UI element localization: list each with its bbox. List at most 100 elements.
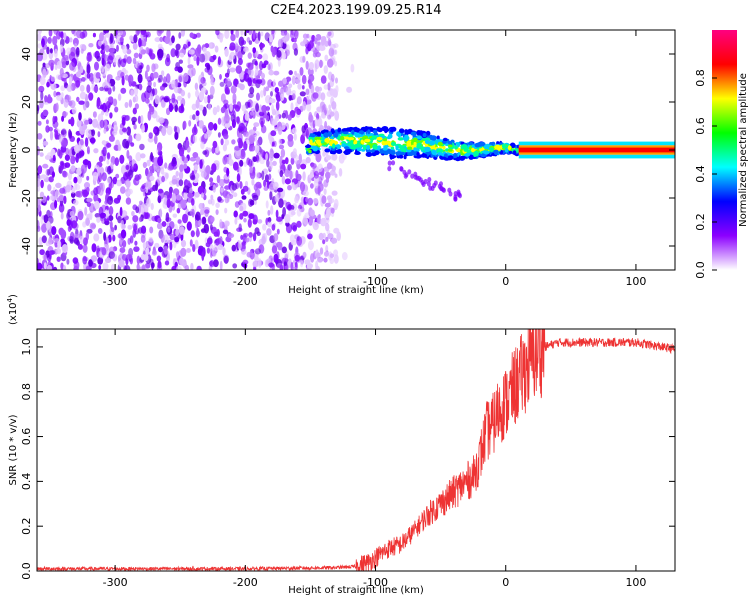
noise-speckle <box>252 232 257 242</box>
noise-speckle <box>265 200 269 209</box>
noise-speckle <box>201 87 207 94</box>
noise-speckle <box>307 197 314 206</box>
noise-speckle <box>159 36 164 43</box>
signal-blob <box>406 142 412 148</box>
noise-speckle <box>211 198 215 206</box>
noise-speckle <box>53 90 57 98</box>
noise-speckle <box>199 159 203 170</box>
noise-speckle <box>331 237 338 244</box>
noise-speckle <box>242 126 248 133</box>
signal-blob <box>456 142 461 148</box>
noise-speckle <box>304 259 311 266</box>
noise-speckle <box>160 70 165 77</box>
noise-speckle <box>305 98 312 105</box>
signal-blob <box>436 135 440 140</box>
noise-speckle <box>43 262 47 270</box>
figure-title: C2E4.2023.199.09.25.R14 <box>270 3 441 18</box>
noise-speckle <box>101 66 107 77</box>
noise-speckle <box>200 208 205 215</box>
noise-speckle <box>254 69 259 76</box>
noise-speckle <box>178 105 185 114</box>
noise-speckle <box>294 30 299 40</box>
signal-blob <box>404 129 409 134</box>
y-tick-label: 40 <box>20 47 33 61</box>
noise-speckle <box>323 65 328 74</box>
noise-speckle <box>133 52 139 59</box>
noise-speckle <box>300 134 305 145</box>
noise-speckle <box>167 165 174 171</box>
signal-blob <box>406 146 413 150</box>
noise-speckle <box>48 30 53 37</box>
noise-speckle <box>252 219 258 225</box>
noise-speckle <box>37 133 43 140</box>
noise-speckle <box>295 76 301 84</box>
noise-speckle <box>113 197 121 204</box>
noise-speckle <box>125 164 130 170</box>
noise-speckle <box>52 35 58 46</box>
noise-speckle <box>68 129 72 139</box>
noise-speckle <box>252 30 256 40</box>
noise-speckle <box>132 96 136 103</box>
noise-speckle <box>315 260 319 270</box>
noise-speckle <box>249 86 255 95</box>
noise-speckle <box>237 240 242 250</box>
noise-speckle <box>84 120 89 125</box>
noise-speckle <box>175 170 179 177</box>
noise-speckle <box>73 176 78 184</box>
noise-speckle <box>178 226 185 235</box>
noise-speckle <box>157 150 163 156</box>
noise-speckle <box>224 195 229 204</box>
snr-frame <box>36 328 676 572</box>
noise-speckle <box>154 95 160 105</box>
noise-speckle <box>108 48 115 53</box>
noise-speckle <box>80 138 84 146</box>
noise-speckle <box>291 182 295 187</box>
signal-blob <box>355 133 363 138</box>
noise-speckle <box>74 43 78 49</box>
noise-speckle <box>317 41 321 46</box>
signal-blob <box>422 133 427 138</box>
noise-speckle <box>70 155 76 165</box>
noise-speckle <box>205 165 211 175</box>
signal-blob <box>371 135 378 140</box>
noise-speckle <box>281 52 287 60</box>
noise-speckle <box>290 31 295 39</box>
noise-speckle <box>204 51 211 61</box>
noise-speckle <box>248 213 255 220</box>
noise-speckle <box>82 255 88 265</box>
noise-speckle <box>84 206 88 216</box>
noise-speckle <box>126 253 133 260</box>
noise-speckle <box>40 215 44 226</box>
noise-speckle <box>139 84 143 91</box>
noise-speckle <box>187 92 191 99</box>
noise-speckle <box>178 146 185 157</box>
noise-speckle <box>46 81 50 88</box>
signal-blob <box>316 136 322 140</box>
noise-speckle <box>133 223 138 232</box>
x-tick-label: 0 <box>502 275 509 288</box>
signal-blob <box>507 145 512 151</box>
noise-speckle <box>268 69 275 76</box>
noise-speckle <box>263 186 269 192</box>
noise-speckle <box>189 114 193 120</box>
snr-content <box>37 329 675 571</box>
noise-speckle <box>94 213 101 218</box>
noise-speckle <box>163 97 169 103</box>
noise-speckle <box>254 143 260 154</box>
noise-speckle <box>224 48 229 57</box>
noise-speckle <box>284 49 290 57</box>
noise-speckle <box>296 96 302 105</box>
noise-speckle <box>60 129 67 135</box>
noise-speckle <box>222 229 229 235</box>
colorbar: 0.0 0.2 0.4 0.6 0.8 Normalized spectral ampl… <box>694 30 749 279</box>
colorbar-ticks: 0.0 0.2 0.4 0.6 0.8 <box>694 69 717 279</box>
noise-speckle <box>49 130 54 141</box>
noise-speckle <box>212 54 217 61</box>
noise-speckle <box>292 93 296 100</box>
noise-speckle <box>195 214 199 220</box>
noise-speckle <box>250 111 255 116</box>
noise-speckle <box>273 233 279 242</box>
noise-speckle <box>69 62 76 71</box>
noise-speckle <box>140 115 144 124</box>
